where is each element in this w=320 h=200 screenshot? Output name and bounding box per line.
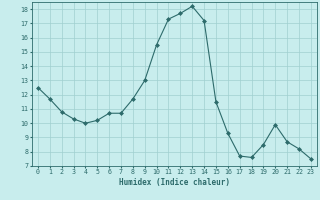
X-axis label: Humidex (Indice chaleur): Humidex (Indice chaleur) — [119, 178, 230, 187]
